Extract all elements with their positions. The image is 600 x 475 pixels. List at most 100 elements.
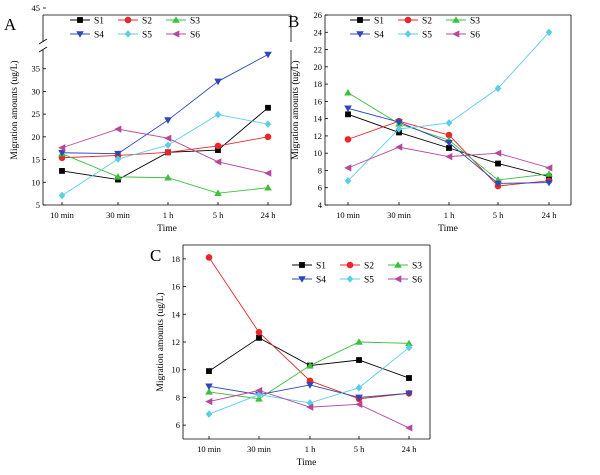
data-point bbox=[214, 110, 222, 119]
data-point bbox=[164, 149, 172, 156]
axis-break-mark bbox=[38, 46, 48, 53]
y-tick-label: 25 bbox=[32, 109, 41, 119]
legend-label: S3 bbox=[412, 262, 422, 272]
data-point bbox=[206, 368, 212, 374]
chart-panel-a: 5 10 15 20 25 30 35 45 10 min 30 min 1 h 5 h 24 h Tim… bbox=[4, 3, 292, 234]
data-point bbox=[214, 189, 222, 196]
data-point bbox=[306, 382, 314, 389]
legend-marker bbox=[356, 31, 364, 38]
series-s6 bbox=[205, 386, 413, 432]
series-s4 bbox=[344, 105, 553, 188]
x-axis-title: Time bbox=[157, 224, 177, 234]
data-point bbox=[395, 125, 403, 133]
legend-item-s2: S2 bbox=[118, 17, 152, 27]
x-tick-label: 1 h bbox=[163, 210, 174, 220]
legend-label: S3 bbox=[190, 17, 200, 27]
y-tick-label: 10 bbox=[172, 365, 181, 375]
series-s1 bbox=[59, 104, 271, 183]
data-point bbox=[114, 125, 122, 133]
y-tick-label: 20 bbox=[32, 132, 41, 142]
legend-marker bbox=[452, 30, 460, 38]
data-point bbox=[395, 119, 403, 126]
y-tick-label: 14 bbox=[172, 309, 181, 319]
legend-label: S1 bbox=[374, 17, 384, 27]
data-point bbox=[306, 361, 314, 369]
data-point bbox=[58, 191, 66, 200]
series-s5 bbox=[205, 343, 413, 418]
data-point bbox=[355, 400, 363, 408]
legend-marker bbox=[404, 16, 412, 24]
series-s6 bbox=[344, 143, 553, 172]
legend-label: S4 bbox=[94, 31, 104, 41]
data-point bbox=[58, 149, 66, 157]
legend-marker bbox=[298, 276, 306, 283]
data-point bbox=[114, 173, 122, 180]
data-point bbox=[205, 383, 213, 391]
data-point bbox=[214, 78, 222, 86]
data-point bbox=[445, 140, 453, 147]
y-tick-label: 18 bbox=[314, 79, 323, 89]
y-tick-label: 16 bbox=[314, 96, 323, 106]
legend-item-s6: S6 bbox=[446, 30, 480, 41]
data-point bbox=[344, 164, 352, 172]
series-s5 bbox=[344, 28, 553, 185]
legend-marker bbox=[77, 17, 83, 23]
y-tick-label: 30 bbox=[32, 86, 41, 96]
y-tick-label: 10 bbox=[314, 148, 323, 158]
data-point bbox=[114, 150, 122, 158]
data-point bbox=[344, 88, 352, 96]
y-tick-label: 5 bbox=[36, 200, 40, 210]
legend-label: S2 bbox=[364, 262, 374, 272]
y-tick-label: 8 bbox=[318, 165, 322, 175]
axis-break-mark bbox=[38, 38, 48, 45]
data-point bbox=[355, 383, 363, 392]
panel-letter: A bbox=[4, 15, 17, 34]
data-point bbox=[344, 136, 352, 143]
data-point bbox=[214, 142, 222, 150]
x-tick-label: 30 min bbox=[387, 210, 412, 220]
data-point bbox=[264, 120, 272, 128]
data-point bbox=[264, 183, 272, 191]
y-tick-label: 18 bbox=[172, 254, 181, 264]
data-point bbox=[545, 28, 553, 37]
data-point bbox=[445, 153, 453, 161]
y-tick-label: 6 bbox=[318, 183, 322, 193]
x-tick-label: 24 h bbox=[402, 444, 418, 454]
legend-marker bbox=[394, 275, 402, 283]
legend-item-s6: S6 bbox=[388, 275, 422, 286]
legend-marker bbox=[357, 17, 363, 23]
y-axis-title: Migration amounts (ug/L) bbox=[290, 60, 301, 159]
data-point bbox=[494, 84, 502, 93]
legend-marker bbox=[452, 16, 460, 23]
series-line bbox=[61, 114, 269, 196]
x-tick-label: 5 h bbox=[213, 210, 224, 220]
y-axis-title: Migration amounts (ug/L) bbox=[155, 292, 166, 391]
series-line bbox=[61, 153, 269, 194]
chart-panel-c: 6 8 10 12 14 16 18 10 min 30 min 1 h 5 h 24 h Time Mi… bbox=[150, 244, 431, 468]
legend: S1 S2 S3 S4 S5 S6 bbox=[292, 261, 422, 286]
data-point bbox=[59, 168, 65, 174]
series-line bbox=[347, 31, 550, 182]
data-point bbox=[164, 173, 172, 181]
legend-marker bbox=[124, 16, 132, 24]
data-point bbox=[58, 144, 66, 152]
legend-label: S1 bbox=[316, 262, 326, 272]
data-point bbox=[214, 158, 222, 166]
data-point bbox=[255, 386, 263, 395]
legend-marker bbox=[76, 31, 84, 38]
data-point bbox=[355, 394, 363, 402]
y-tick-label: 15 bbox=[32, 155, 41, 165]
legend-label: S2 bbox=[422, 17, 432, 27]
legend-item-s6: S6 bbox=[166, 30, 200, 41]
legend-marker bbox=[346, 275, 354, 283]
x-tick-label: 1 h bbox=[444, 210, 455, 220]
legend-marker bbox=[172, 30, 180, 38]
x-tick-label: 24 h bbox=[542, 210, 558, 220]
series-s2 bbox=[344, 117, 553, 190]
y-tick-label: 10 bbox=[32, 177, 41, 187]
data-point bbox=[355, 338, 363, 345]
legend-item-s3: S3 bbox=[166, 16, 200, 27]
legend-item-s1: S1 bbox=[350, 17, 384, 27]
legend-item-s1: S1 bbox=[70, 17, 104, 27]
data-point bbox=[356, 357, 362, 363]
